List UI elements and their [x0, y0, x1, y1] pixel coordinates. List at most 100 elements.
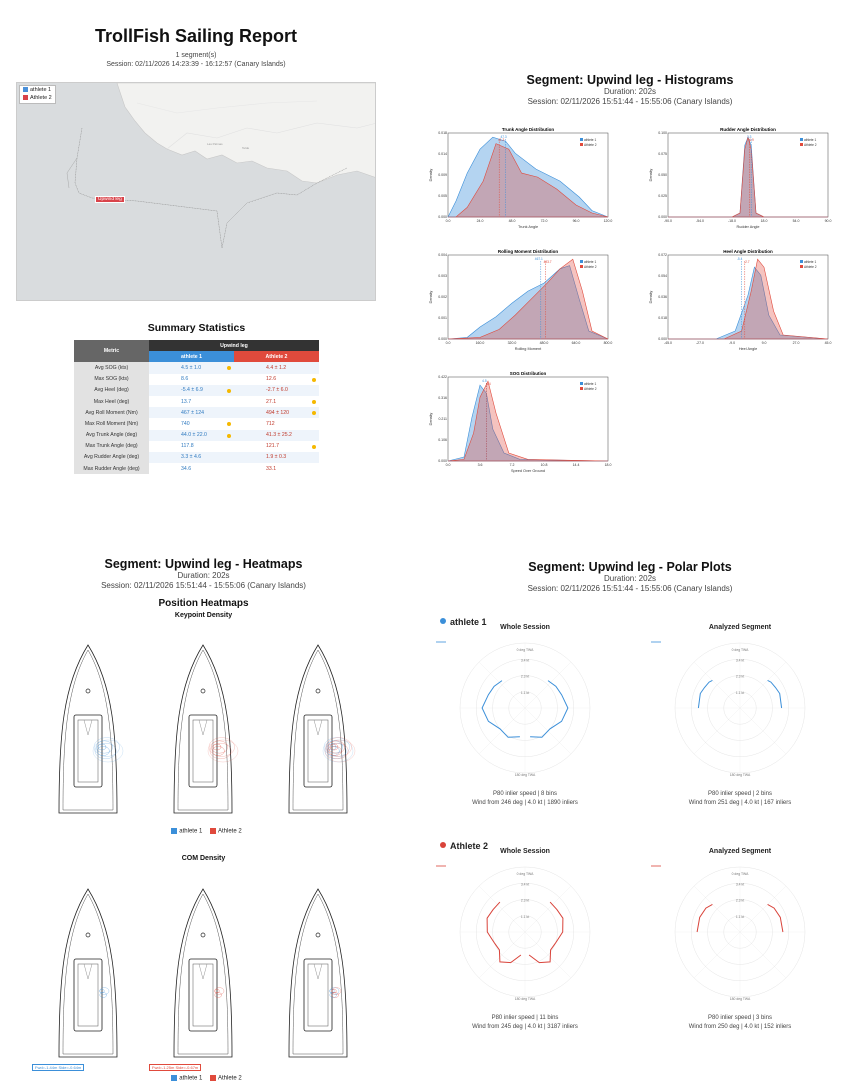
density-contour	[96, 746, 110, 756]
summary-row: Max Heel (deg) 13.7 27.1	[74, 395, 319, 408]
histogram-svg: SOG Distribution 4.54.4 0.0 3.6 7.2 10.8 14.4 1…	[429, 371, 611, 473]
polar-grid: athlete 1 Whole Session 0 deg TWA 180 deg T…	[430, 612, 850, 1052]
athlete1-value-text: 740	[181, 420, 190, 427]
com-legend: athlete 1 Athlete 2	[16, 1075, 391, 1082]
polar-caption-line1: P80 inlier speed | 2 bins	[708, 791, 772, 797]
polar-caption-line1: P80 inlier speed | 11 bins	[491, 1015, 559, 1021]
polar-caption-line2: Wind from 246 deg | 4.0 kt | 1890 inlier…	[472, 799, 578, 806]
y-tick-label: 0.072	[658, 253, 667, 257]
polar-caption-line1: P80 inlier speed | 3 bins	[708, 1015, 772, 1021]
x-tick-label: 120.0	[604, 219, 613, 223]
com-legend-a1: athlete 1	[179, 1075, 203, 1082]
summary-table: Metric Upwind leg athlete 1 Athlete 2 Av…	[74, 340, 319, 475]
polar-caption: P80 inlier speed | 2 bins Wind from 251 d…	[645, 790, 835, 807]
y-tick-label: 0.025	[658, 194, 667, 198]
best-value-dot	[227, 433, 231, 438]
athlete2-value-text: 712	[266, 420, 275, 427]
y-tick-label: 0.018	[438, 131, 447, 135]
map-legend-a1: athlete 1	[30, 87, 52, 93]
density-contour	[331, 987, 342, 995]
x-tick-label: 72.0	[541, 219, 548, 223]
report-session: Session: 02/11/2026 14:23:39 - 16:12:57 …	[106, 61, 286, 69]
polar-axis-label: 180 deg TWA	[730, 773, 751, 777]
polar-axis-label: 3.4 kt	[736, 882, 744, 886]
summary-row: Max SOG (kts) 8.6 12.6	[74, 373, 319, 385]
histogram-legend-entry: Athlete 2	[584, 387, 597, 391]
y-tick-label: 0.001	[438, 316, 447, 320]
athlete2-value: 1.9 ± 0.3	[234, 451, 319, 464]
polar-plot: 0 deg TWA 180 deg TWA 1.1 kt 2.3 kt 3.4 kt	[430, 638, 620, 793]
athlete1-value: 3.3 ± 4.6	[149, 451, 234, 464]
athlete2-value: 41.3 ± 25.2	[234, 429, 319, 441]
y-tick-label: 0.009	[438, 173, 447, 177]
com-note-a2: Fwd=-1.25m Side=-0.67m	[149, 1064, 202, 1071]
x-tick-label: 0.0	[446, 219, 451, 223]
y-tick-label: 0.002	[438, 295, 447, 299]
athlete2-value: 712	[234, 418, 319, 429]
track-map[interactable]: Las Palmas Telde athlete 1 Athlete 2 Upw…	[16, 82, 376, 301]
mean-label: 41.3	[498, 138, 504, 142]
metric-label: Max SOG (kts)	[74, 373, 149, 385]
best-value-dot	[312, 444, 316, 449]
summary-row: Max Rudder Angle (deg) 34.6 33.1	[74, 463, 319, 475]
heatmaps-duration: Duration: 202s	[177, 571, 230, 580]
summary-table-body: Avg SOG (kts) 4.5 ± 1.0 4.4 ± 1.2 Max SOG (…	[74, 362, 319, 475]
polar-caption: P80 inlier speed | 3 bins Wind from 250 d…	[645, 1014, 835, 1031]
athlete2-value: 33.1	[234, 463, 319, 474]
y-tick-label: 0.316	[438, 396, 447, 400]
segment-map-label[interactable]: Upwind leg	[95, 196, 125, 203]
keypoint-density-title: Keypoint Density	[174, 611, 233, 619]
histogram-legend-entry: Athlete 2	[584, 265, 597, 269]
x-tick-label: 48.0	[509, 219, 516, 223]
athlete1-value: 34.6	[149, 463, 234, 474]
x-axis-label: Trunk Angle	[518, 225, 538, 229]
keypoint-legend: athlete 1 Athlete 2	[16, 828, 391, 835]
polar-axis-label: 1.1 kt	[521, 691, 529, 695]
best-value-dot	[227, 366, 231, 371]
histogram-title: Rolling Moment Distribution	[498, 249, 558, 254]
athlete1-value-text: 34.6	[181, 465, 192, 472]
polar-axis-label: 1.1 kt	[521, 915, 529, 919]
polar-speed-curve	[486, 901, 564, 964]
athlete1-value-text: 3.3 ± 4.6	[181, 454, 202, 461]
polar-axis-label: 2.3 kt	[521, 675, 529, 679]
athlete2-density-area	[447, 380, 609, 462]
map-legend-a2: Athlete 2	[30, 94, 52, 101]
x-tick-label: -90.0	[664, 219, 672, 223]
com-note-a1: Fwd=-1.44m Side=-0.64m	[32, 1064, 85, 1071]
histogram-title: Heel Angle Distribution	[723, 249, 773, 254]
athlete2-value-text: 27.1	[266, 398, 277, 405]
summary-row: Avg SOG (kts) 4.5 ± 1.0 4.4 ± 1.2	[74, 362, 319, 374]
polar-axis-label: 1.1 kt	[736, 915, 744, 919]
y-tick-label: 0.075	[658, 152, 667, 156]
athlete2-value: -2.7 ± 6.0	[234, 384, 319, 396]
segment-count: 1 segment(s)	[175, 52, 217, 59]
summary-title-wrap: Summary Statistics	[74, 322, 319, 334]
polar-axis-label: 3.4 kt	[736, 658, 744, 662]
histogram-legend-entry: Athlete 2	[584, 143, 597, 147]
athlete2-value-text: 1.9 ± 0.3	[266, 454, 287, 461]
histogram-legend-entry: athlete 1	[804, 260, 816, 264]
x-tick-label: 640.0	[572, 341, 581, 345]
athlete2-value-text: 121.7	[266, 443, 279, 450]
y-tick-label: 0.000	[438, 215, 447, 219]
polar-plot: 0 deg TWA 180 deg TWA 1.1 kt 2.3 kt 3.4 kt	[645, 638, 835, 793]
athlete2-value-text: 33.1	[266, 465, 277, 472]
density-contour	[92, 739, 124, 763]
athlete2-density-area	[668, 258, 829, 340]
metric-label: Max Heel (deg)	[74, 395, 149, 408]
polar-axis-label: 0 deg TWA	[517, 648, 535, 652]
polar-caption-line2: Wind from 245 deg | 4.0 kt | 3187 inlier…	[472, 1023, 578, 1030]
metric-label: Max Trunk Angle (deg)	[74, 440, 149, 452]
com-density-title: COM Density	[181, 855, 226, 862]
y-tick-label: 0.100	[658, 131, 667, 135]
metric-label: Avg Trunk Angle (deg)	[74, 429, 149, 441]
best-value-dot	[227, 388, 231, 393]
polar-athlete-name: athlete 1	[450, 617, 487, 627]
summary-row: Avg Rudder Angle (deg) 3.3 ± 4.6 1.9 ± 0.3	[74, 451, 319, 464]
y-tick-label: 0.211	[439, 417, 448, 421]
athlete1-value: 8.6	[149, 374, 234, 385]
polar-axis-label: 3.4 kt	[521, 882, 529, 886]
polar-subplot-title: Whole Session	[500, 848, 550, 855]
